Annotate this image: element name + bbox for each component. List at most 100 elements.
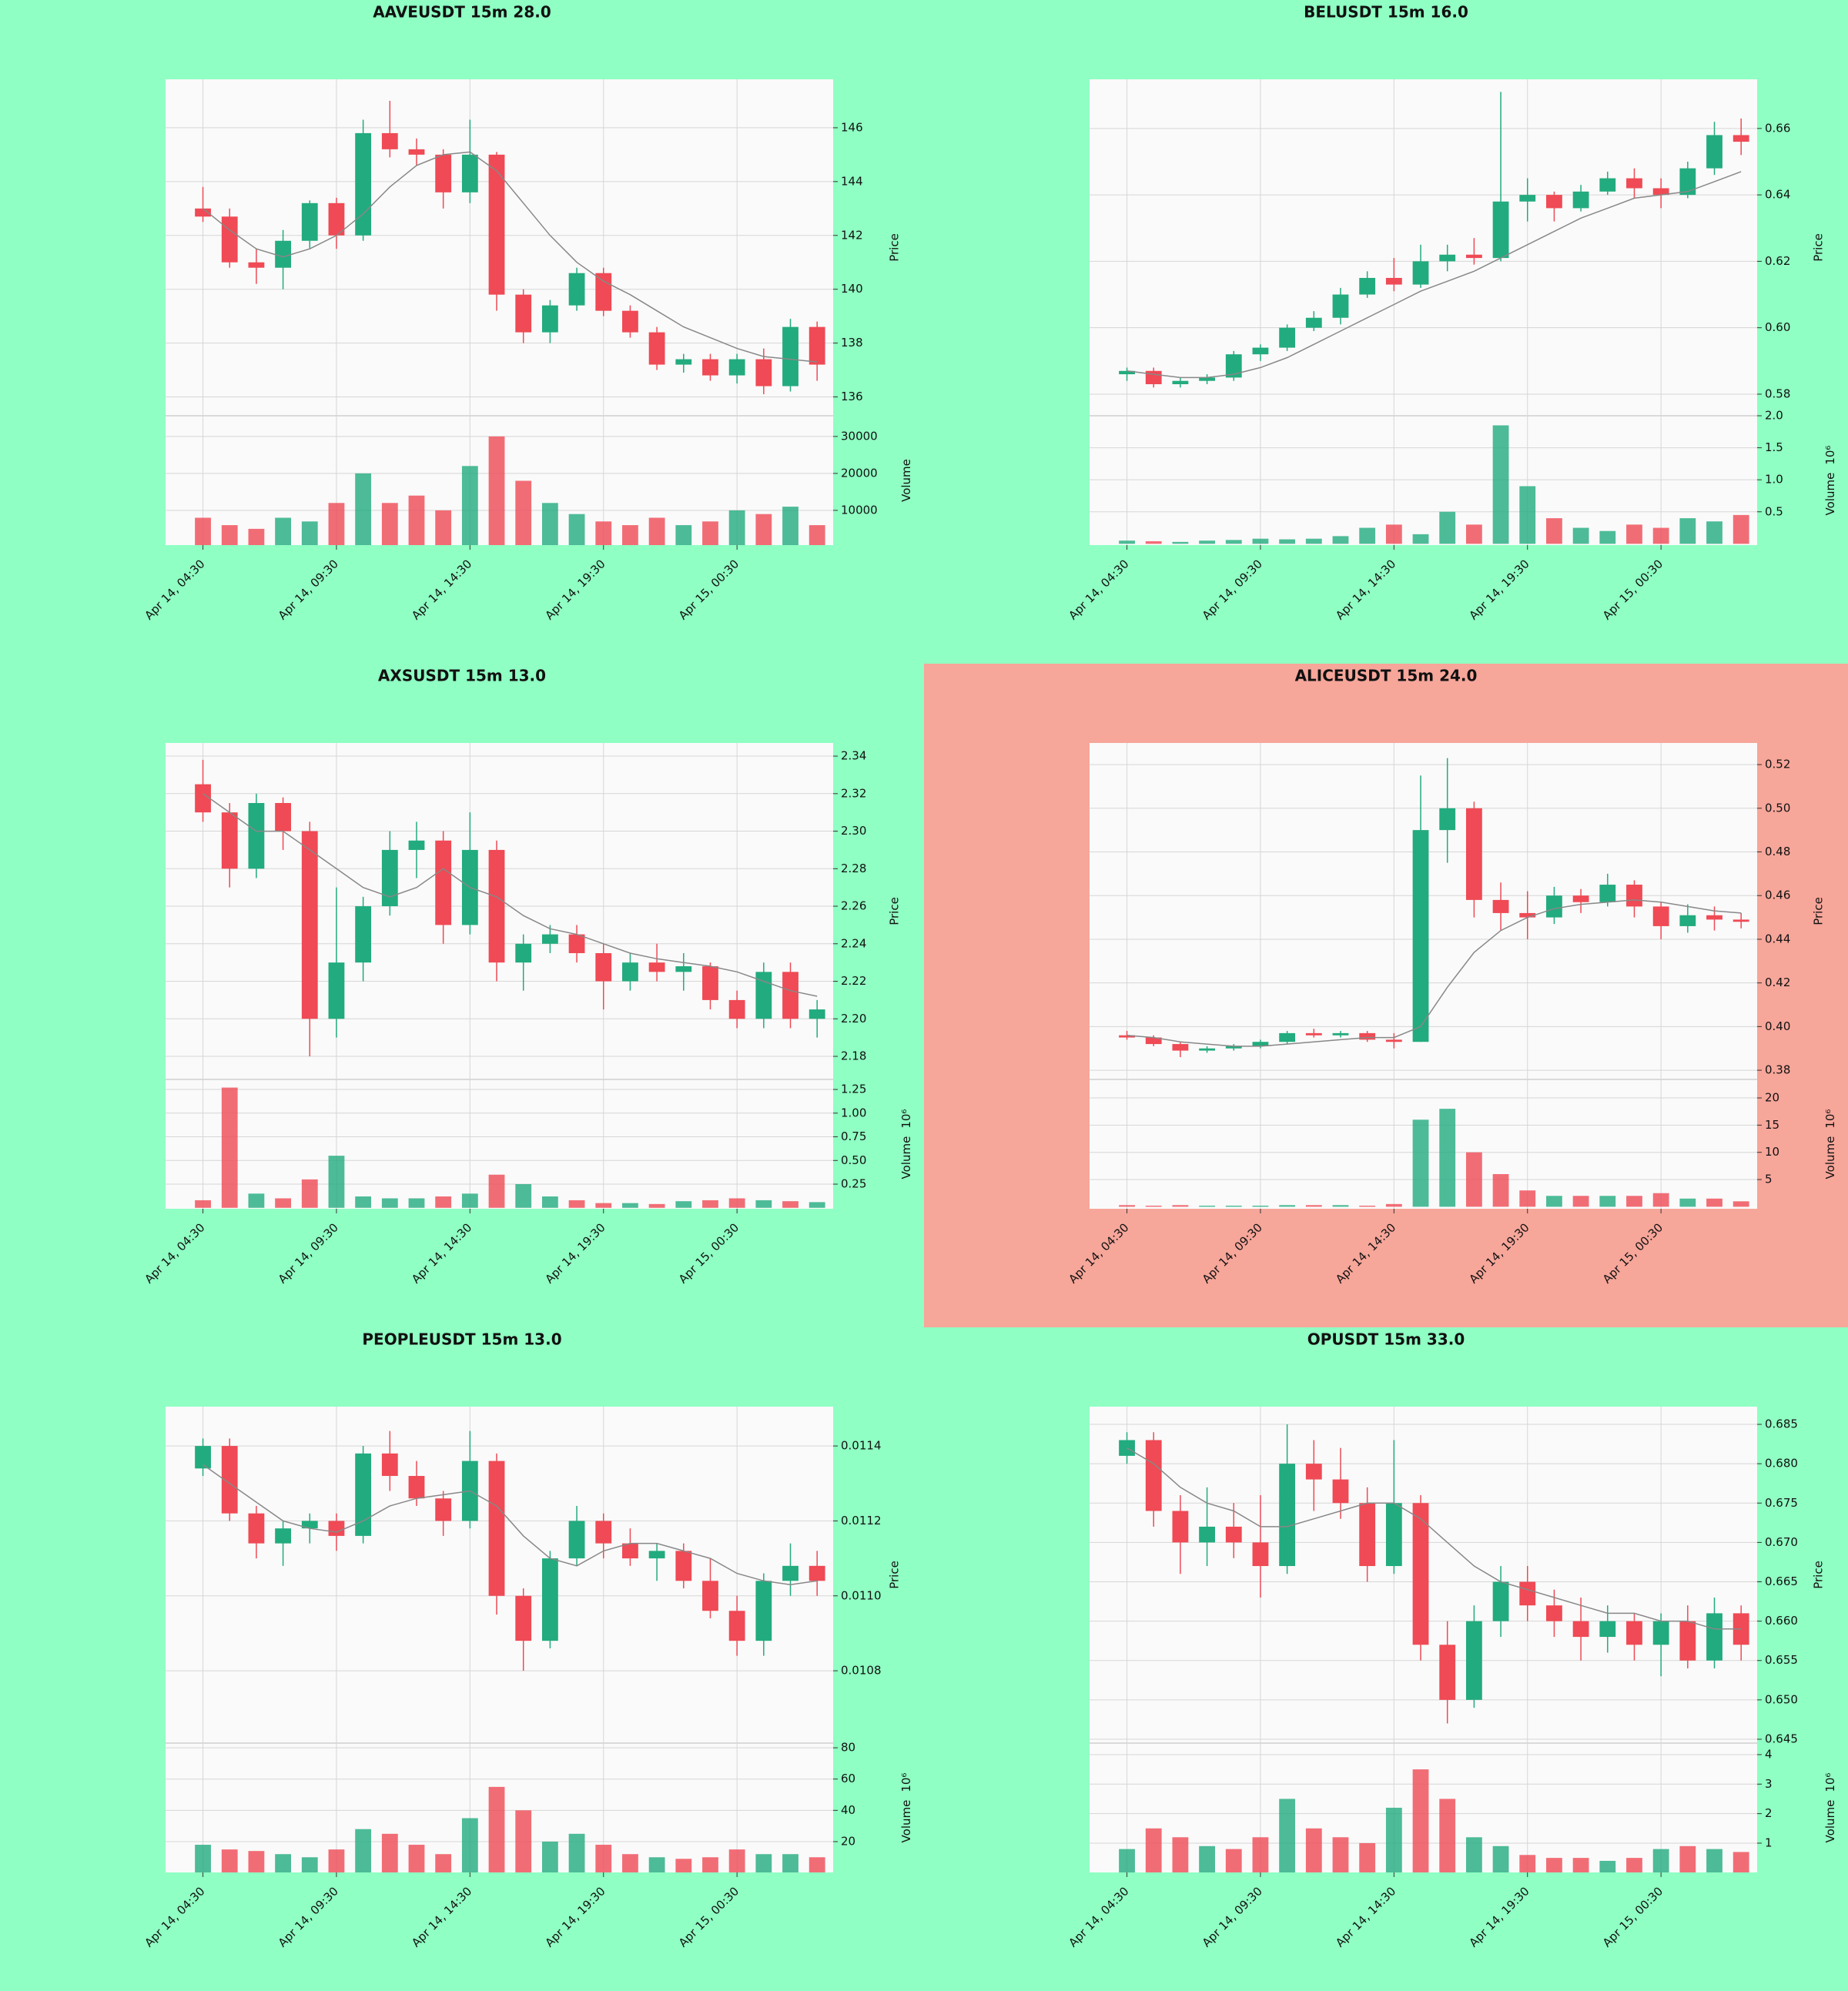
candle-body [1706,1613,1722,1661]
candle-body [568,934,585,953]
candle-body [328,1521,345,1536]
chart-panel: AXSUSDT 15m 13.0 2.18 2.20 2.22 2.24 2.26 2.28… [0,664,924,1327]
volume-bar [408,495,425,545]
candle-body [1732,135,1749,142]
volume-bar [728,1849,745,1872]
volume-bar [1546,1196,1562,1207]
volume-bar [1385,1203,1402,1207]
y-tick-label: 0.46 [1765,888,1790,902]
y-tick-label: 0.660 [1765,1614,1798,1628]
volume-bar [301,1857,318,1872]
y-tick-label: 0.685 [1765,1417,1798,1431]
candle-body [1492,899,1509,913]
candle-body [275,1528,291,1544]
candle-body [1332,1032,1349,1036]
volume-scale: 10⁶ [1823,1773,1837,1792]
candle-body [221,216,238,263]
volume-bar [1599,1860,1616,1872]
candle-body [728,359,745,376]
volume-tick-label: 80 [841,1741,855,1755]
volume-bar [1305,1205,1322,1207]
volume-bar [648,1857,665,1872]
candle-body [1225,1046,1242,1049]
y-tick-label: 0.64 [1765,188,1790,202]
candle-body [1465,808,1482,900]
volume-bar [1385,1807,1402,1872]
y-tick-label: 0.0114 [841,1439,882,1453]
volume-bar [622,525,638,545]
volume-bar [1732,1852,1749,1872]
candle-body [1572,191,1589,209]
volume-axis-label: Volume 10⁶ [899,1109,913,1180]
candle-body [755,359,772,386]
volume-panel [1090,416,1757,545]
chart-title: BELUSDT 15m 16.0 [1304,3,1468,22]
candle-body [1172,1511,1189,1543]
candle-body [728,1611,745,1641]
candle-body [1225,354,1242,378]
volume-bar [1412,1119,1429,1207]
candle-body [1305,1032,1322,1036]
volume-scale: 10⁶ [1823,446,1837,465]
volume-bar [675,1859,692,1872]
volume-bar [275,1854,291,1872]
y-tick-label: 138 [841,336,863,350]
candle-body [461,154,478,192]
candle-body [275,802,291,832]
volume-bar [622,1854,638,1872]
y-tick-label: 0.62 [1765,254,1790,268]
volume-bar [1519,1190,1536,1207]
candle-body [568,1521,585,1559]
y-axis-label: Price [1812,897,1826,925]
candle-body [1626,885,1642,907]
volume-label: Volume [1823,473,1837,516]
candle-body [755,1581,772,1641]
volume-bar [1652,527,1669,544]
volume-bar [1652,1849,1669,1872]
candle-body [595,1521,612,1544]
y-tick-label: 2.28 [841,862,866,875]
chart-title: PEOPLEUSDT 15m 13.0 [362,1330,561,1349]
candle-body [648,332,665,365]
y-tick-label: 0.50 [1765,801,1790,815]
candle-body [1119,1440,1135,1456]
y-tick-label: 0.44 [1765,932,1790,945]
volume-bar [221,525,238,545]
candle-body [595,952,612,982]
candle-body [702,966,718,1000]
candle-body [1679,1621,1696,1661]
volume-bar [1279,1799,1296,1872]
volume-bar [1279,1205,1296,1207]
y-tick-label: 2.32 [841,786,866,800]
candle-body [515,1595,532,1641]
volume-bar [1199,1845,1215,1872]
volume-bar [728,1198,745,1208]
candle-body [1572,1621,1589,1638]
candle-body [301,202,318,241]
candle-body [1439,1645,1456,1700]
candle-body [355,1453,372,1536]
volume-bar [782,507,798,545]
volume-bar [1145,541,1162,544]
candle-body [435,154,452,192]
volume-label: Volume [899,459,913,502]
chart-panel: BELUSDT 15m 16.0 0.58 0.60 0.62 0.64 0.66 0.5 1… [924,0,1848,664]
volume-bar [1599,530,1616,544]
candle-body [808,1565,825,1581]
y-tick-label: 0.670 [1765,1535,1798,1549]
volume-bar [1412,1769,1429,1872]
volume-bar [1385,524,1402,544]
volume-bar [221,1087,238,1208]
volume-bar [461,1818,478,1872]
volume-bar [1252,538,1269,544]
volume-scale: 10⁶ [1823,1109,1837,1129]
volume-tick-label: 5 [1765,1173,1773,1186]
volume-bar [1412,534,1429,544]
candle-body [1652,188,1669,196]
candle-body [1706,915,1722,920]
candle-body [1279,1464,1296,1567]
volume-bar [195,1200,211,1208]
volume-bar [1546,1858,1562,1872]
volume-bar [488,1786,505,1872]
candle-body [435,1498,452,1521]
